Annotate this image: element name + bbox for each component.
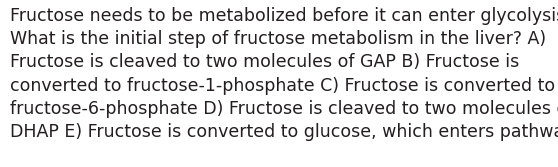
Text: Fructose needs to be metabolized before it can enter glycolysis.
What is the ini: Fructose needs to be metabolized before … <box>10 7 558 141</box>
